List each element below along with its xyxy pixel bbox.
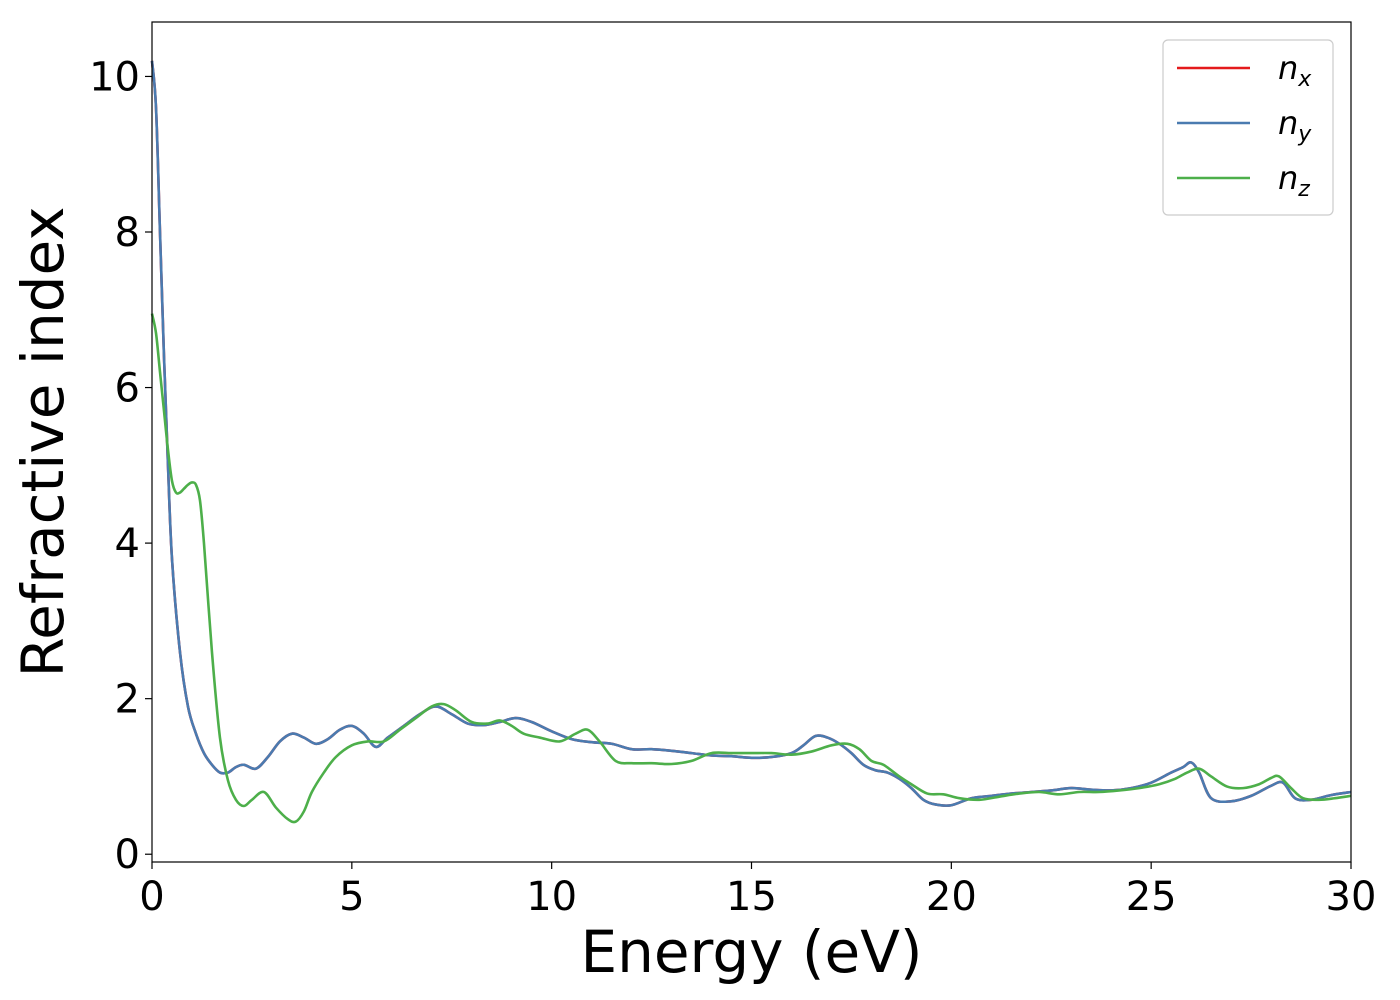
legend-label-nx: nx	[1278, 49, 1312, 92]
y-tick-label: 2	[115, 677, 140, 723]
y-tick-label: 10	[89, 54, 140, 100]
series-line-nz	[150, 313, 1352, 824]
legend-label-nz: nz	[1278, 159, 1310, 202]
y-tick-label: 6	[115, 366, 140, 412]
x-tick-label: 0	[139, 874, 164, 920]
y-axis-title: Refractive index	[9, 206, 77, 677]
x-tick-label: 20	[926, 874, 977, 920]
x-tick-label: 5	[339, 874, 364, 920]
ticks-layer: 0 5 10 15 20 25 30 0 2 4 6 8 10	[89, 54, 1376, 920]
x-tick-label: 15	[726, 874, 777, 920]
x-tick-label: 10	[526, 874, 577, 920]
x-tick-label: 30	[1326, 874, 1377, 920]
legend-label-ny: ny	[1278, 104, 1312, 147]
y-tick-label: 4	[115, 521, 140, 567]
legend-box	[1162, 39, 1334, 216]
x-axis-title: Energy (eV)	[580, 918, 922, 986]
y-tick-label: 8	[115, 210, 140, 256]
legend: nx ny nz	[1162, 39, 1334, 216]
y-tick-label: 0	[115, 832, 140, 878]
series-layer	[150, 60, 1352, 824]
x-tick-label: 25	[1126, 874, 1177, 920]
